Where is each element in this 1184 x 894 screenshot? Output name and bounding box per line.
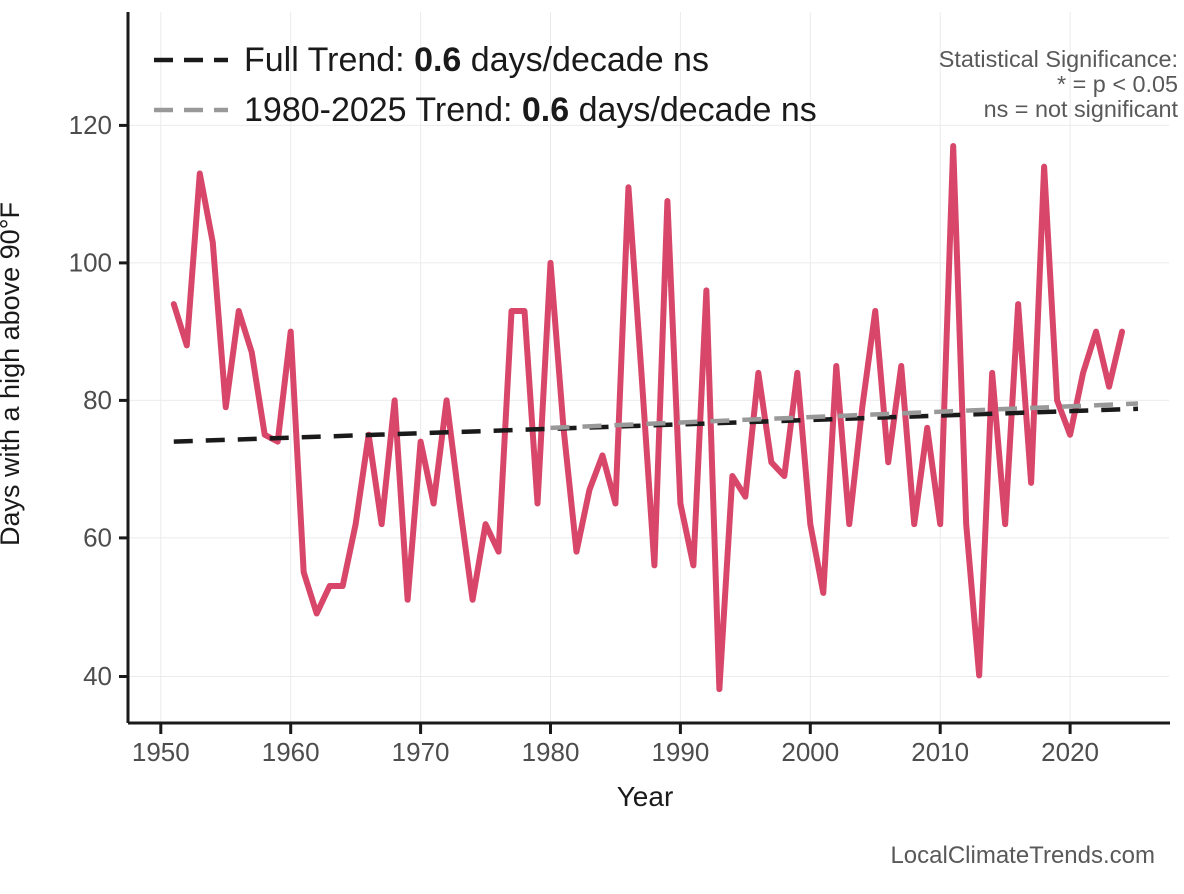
svg-text:2010: 2010 [911, 737, 969, 767]
svg-text:Days with a high above 90°F: Days with a high above 90°F [0, 202, 25, 546]
svg-text:1980: 1980 [522, 737, 580, 767]
svg-text:60: 60 [83, 523, 112, 553]
svg-text:80: 80 [83, 385, 112, 415]
svg-text:100: 100 [69, 248, 112, 278]
svg-text:2020: 2020 [1041, 737, 1099, 767]
svg-text:* = p < 0.05: * = p < 0.05 [1057, 71, 1178, 97]
svg-text:1990: 1990 [651, 737, 709, 767]
svg-text:ns = not significant: ns = not significant [984, 96, 1179, 122]
svg-text:120: 120 [69, 110, 112, 140]
svg-text:Statistical Significance:: Statistical Significance: [939, 46, 1178, 72]
svg-text:1960: 1960 [262, 737, 320, 767]
svg-text:1980-2025 Trend: 0.6 days/deca: 1980-2025 Trend: 0.6 days/decade ns [244, 91, 817, 129]
svg-text:1970: 1970 [392, 737, 450, 767]
svg-text:2000: 2000 [781, 737, 839, 767]
svg-text:1950: 1950 [132, 737, 190, 767]
svg-text:LocalClimateTrends.com: LocalClimateTrends.com [890, 842, 1155, 869]
svg-text:Full Trend: 0.6 days/decade ns: Full Trend: 0.6 days/decade ns [244, 41, 709, 79]
svg-text:Year: Year [617, 781, 674, 812]
svg-text:40: 40 [83, 661, 112, 691]
